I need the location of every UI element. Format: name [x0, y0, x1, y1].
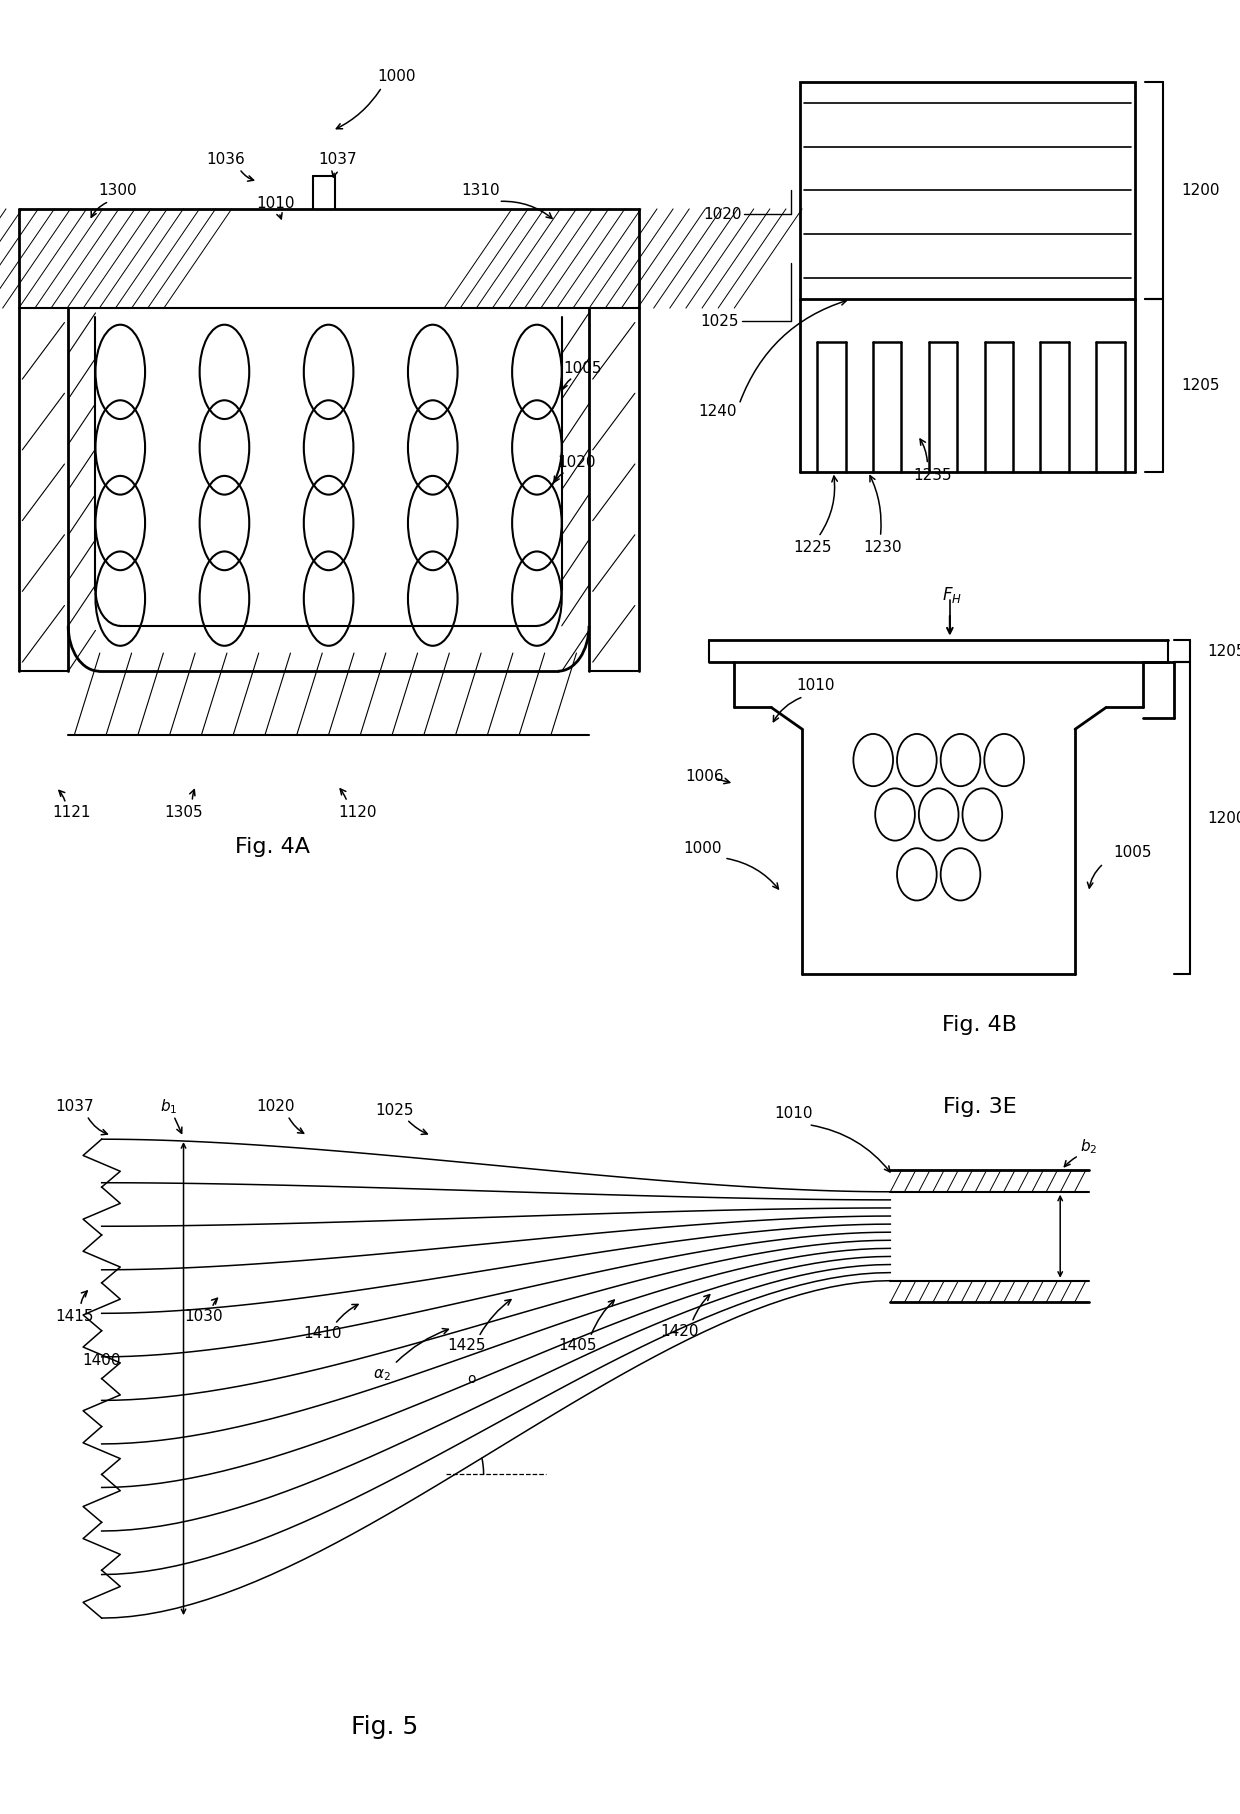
Text: 1425: 1425 — [446, 1339, 486, 1353]
Text: 1025: 1025 — [701, 314, 739, 328]
Text: 1420: 1420 — [660, 1324, 699, 1339]
Text: Fig. 5: Fig. 5 — [351, 1714, 418, 1740]
Text: 1120: 1120 — [337, 805, 377, 820]
Text: 1020: 1020 — [703, 207, 742, 221]
Text: 1400: 1400 — [82, 1353, 122, 1368]
Text: 1405: 1405 — [558, 1339, 598, 1353]
Text: Fig. 3E: Fig. 3E — [942, 1096, 1017, 1117]
Text: 1010: 1010 — [255, 196, 295, 210]
Text: Fig. 4B: Fig. 4B — [942, 1014, 1017, 1036]
Text: $b_1$: $b_1$ — [160, 1097, 177, 1116]
Text: 1005: 1005 — [563, 361, 603, 375]
Text: 1305: 1305 — [164, 805, 203, 820]
Text: 1200: 1200 — [1180, 183, 1220, 198]
Text: 1205: 1205 — [1207, 644, 1240, 658]
Text: 1000: 1000 — [683, 842, 722, 856]
Text: 1020: 1020 — [557, 455, 596, 470]
Text: o: o — [467, 1371, 475, 1386]
Text: 1006: 1006 — [686, 769, 724, 784]
Bar — [19, 209, 68, 308]
Text: $\alpha_2$: $\alpha_2$ — [373, 1368, 391, 1382]
Text: 1200: 1200 — [1207, 811, 1240, 825]
Text: 1010: 1010 — [774, 1107, 813, 1121]
Bar — [800, 82, 1135, 299]
Text: 1310: 1310 — [461, 183, 501, 198]
Text: 1037: 1037 — [55, 1099, 94, 1114]
Text: $b_2$: $b_2$ — [1080, 1137, 1097, 1156]
Text: 1005: 1005 — [1114, 845, 1152, 860]
Text: 1415: 1415 — [55, 1310, 94, 1324]
Text: 1240: 1240 — [698, 405, 737, 419]
Text: 1037: 1037 — [317, 152, 357, 167]
Text: 1020: 1020 — [255, 1099, 295, 1114]
Text: 1030: 1030 — [184, 1310, 223, 1324]
Text: 1225: 1225 — [792, 541, 832, 555]
Text: 1000: 1000 — [377, 69, 417, 83]
Text: 1121: 1121 — [52, 805, 92, 820]
Bar — [589, 209, 639, 308]
Text: 1300: 1300 — [98, 183, 138, 198]
Text: 1025: 1025 — [374, 1103, 414, 1117]
Text: 1205: 1205 — [1180, 377, 1220, 394]
Text: 1235: 1235 — [913, 468, 952, 483]
Text: 1010: 1010 — [796, 678, 836, 693]
Text: $F_H$: $F_H$ — [942, 584, 962, 606]
Text: 1410: 1410 — [303, 1326, 342, 1341]
Text: 1230: 1230 — [863, 541, 903, 555]
Text: Fig. 4A: Fig. 4A — [236, 836, 310, 858]
Text: 1036: 1036 — [206, 152, 246, 167]
